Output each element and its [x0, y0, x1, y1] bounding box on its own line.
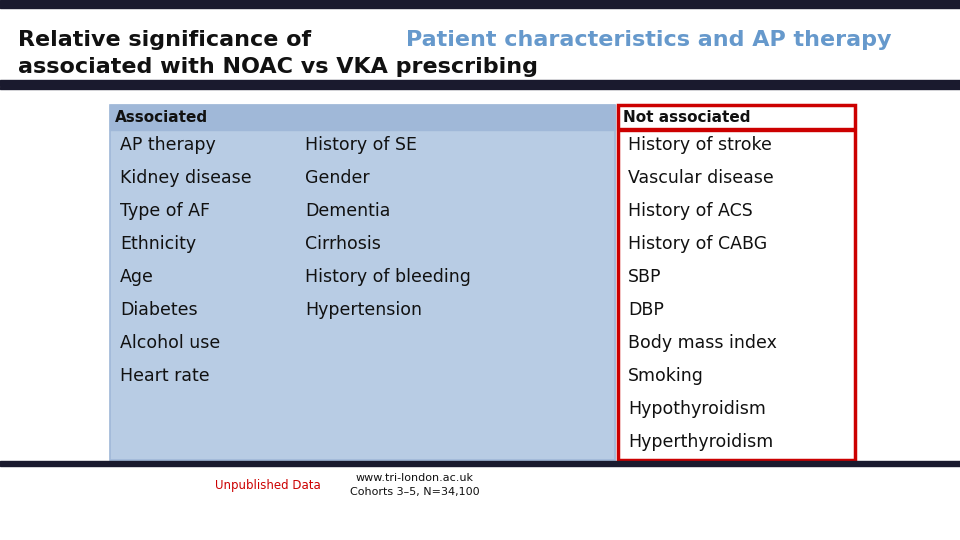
Text: Not associated: Not associated: [623, 110, 751, 125]
Bar: [618, 105, 855, 460]
Bar: [110, 105, 615, 130]
Text: Hyperthyroidism: Hyperthyroidism: [628, 433, 773, 451]
Text: History of bleeding: History of bleeding: [305, 268, 470, 286]
Bar: [618, 105, 855, 130]
Text: Patient characteristics and AP therapy: Patient characteristics and AP therapy: [406, 30, 892, 50]
Text: Diabetes: Diabetes: [120, 301, 198, 319]
Bar: [110, 105, 615, 460]
Bar: [0, 0, 960, 8]
Text: Ethnicity: Ethnicity: [120, 235, 196, 253]
Text: Smoking: Smoking: [628, 367, 704, 385]
Text: AP therapy: AP therapy: [120, 136, 216, 154]
Text: Relative significance of: Relative significance of: [18, 30, 319, 50]
Text: Vascular disease: Vascular disease: [628, 169, 774, 187]
Text: Associated: Associated: [115, 110, 208, 125]
Bar: [618, 105, 855, 460]
Text: Type of AF: Type of AF: [120, 202, 210, 220]
Bar: [618, 127, 855, 131]
Text: DBP: DBP: [628, 301, 664, 319]
Text: Cirrhosis: Cirrhosis: [305, 235, 381, 253]
Text: Body mass index: Body mass index: [628, 334, 777, 352]
Text: History of CABG: History of CABG: [628, 235, 767, 253]
Text: associated with NOAC vs VKA prescribing: associated with NOAC vs VKA prescribing: [18, 57, 538, 77]
Text: Alcohol use: Alcohol use: [120, 334, 220, 352]
Bar: [0, 461, 960, 466]
Text: Hypothyroidism: Hypothyroidism: [628, 400, 766, 418]
Text: Gender: Gender: [305, 169, 370, 187]
Text: Dementia: Dementia: [305, 202, 391, 220]
Text: History of SE: History of SE: [305, 136, 417, 154]
Text: History of ACS: History of ACS: [628, 202, 753, 220]
Bar: [110, 105, 615, 460]
Text: Hypertension: Hypertension: [305, 301, 422, 319]
Bar: [0, 87, 960, 89]
Text: Kidney disease: Kidney disease: [120, 169, 252, 187]
Text: Unpublished Data: Unpublished Data: [215, 478, 321, 491]
Bar: [0, 80, 960, 86]
Text: www.tri-london.ac.uk: www.tri-london.ac.uk: [356, 473, 474, 483]
Text: Cohorts 3–5, N=34,100: Cohorts 3–5, N=34,100: [350, 487, 480, 497]
Text: SBP: SBP: [628, 268, 661, 286]
Text: Heart rate: Heart rate: [120, 367, 209, 385]
Text: History of stroke: History of stroke: [628, 136, 772, 154]
Text: Age: Age: [120, 268, 154, 286]
